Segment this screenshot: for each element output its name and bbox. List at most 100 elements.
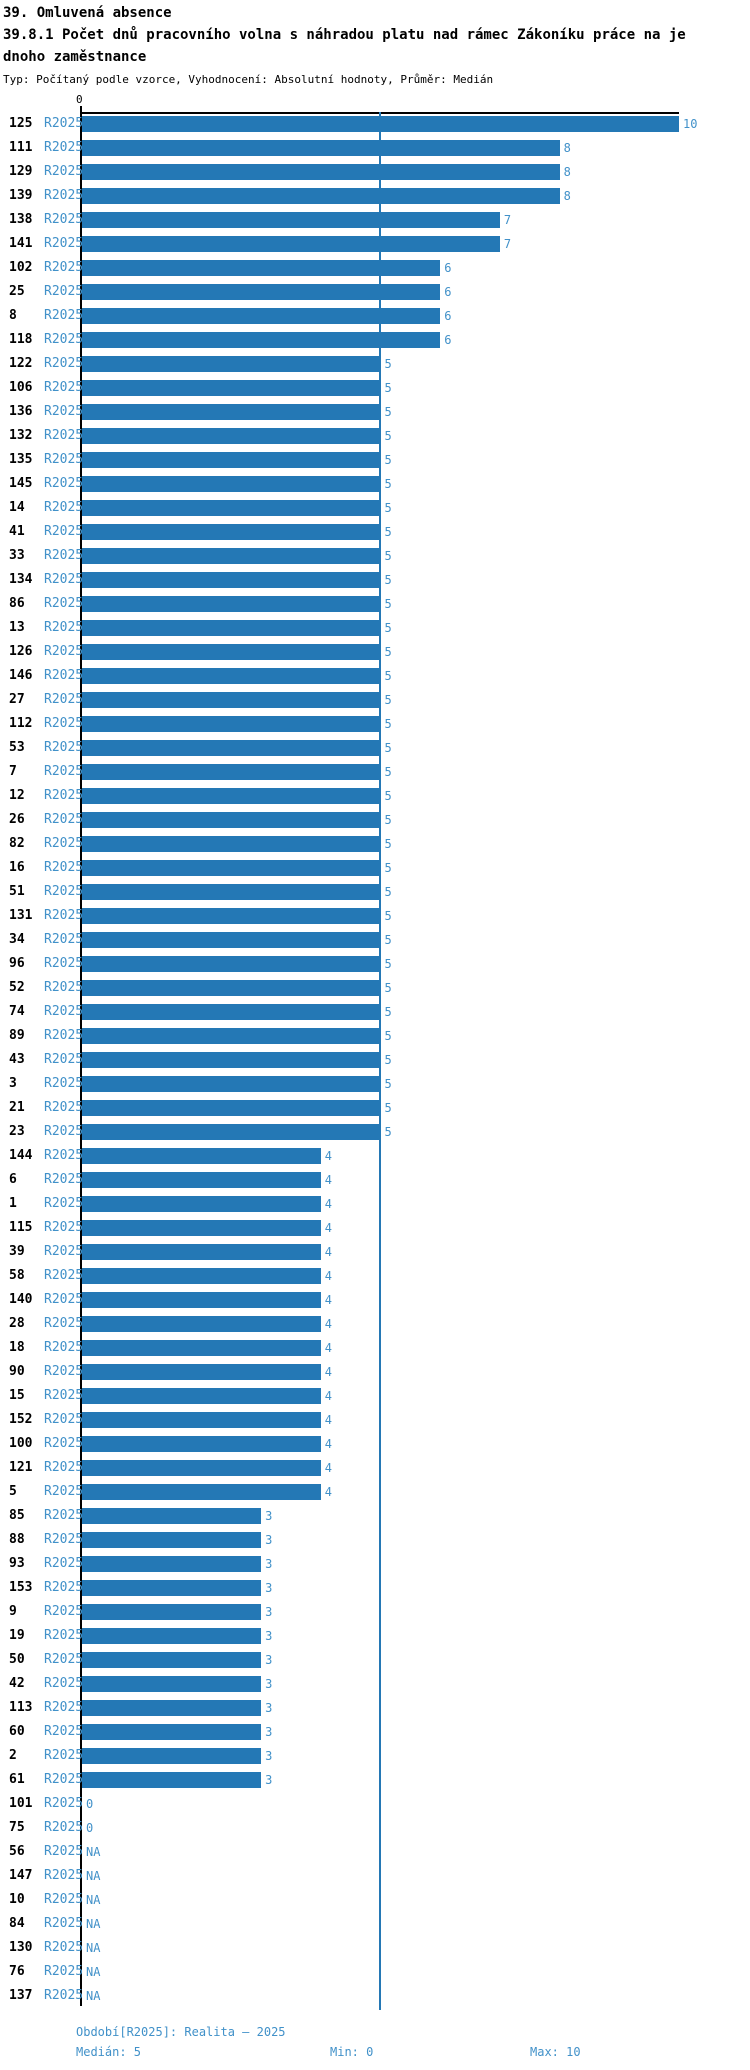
bar-value-label: 8 bbox=[563, 165, 571, 179]
bar bbox=[82, 1748, 261, 1764]
chart-subtitle-line-1: 39.8.1 Počet dnů pracovního volna s náhr… bbox=[3, 27, 686, 43]
row-series-label: R2025 bbox=[44, 548, 84, 563]
row-series-label: R2025 bbox=[44, 1604, 84, 1619]
row-id-label: 7 bbox=[9, 764, 17, 779]
bar bbox=[82, 1460, 321, 1476]
row-id-label: 141 bbox=[9, 236, 33, 251]
bar-value-label: 4 bbox=[324, 1317, 333, 1331]
row-id-label: 13 bbox=[9, 620, 25, 635]
row-id-label: 102 bbox=[9, 260, 33, 275]
chart-row: 122 R2025 5 bbox=[0, 356, 750, 372]
x-axis-zero-tick bbox=[80, 106, 82, 113]
row-series-label: R2025 bbox=[44, 1700, 84, 1715]
bar-value-label: 5 bbox=[384, 837, 392, 851]
row-id-label: 12 bbox=[9, 788, 25, 803]
bar-value-label: 4 bbox=[324, 1221, 333, 1235]
bar-value-label: 3 bbox=[265, 1701, 273, 1715]
row-series-label: R2025 bbox=[44, 260, 84, 275]
row-id-label: 125 bbox=[9, 116, 33, 131]
bar bbox=[82, 668, 381, 684]
row-series-label: R2025 bbox=[44, 1340, 84, 1355]
bar bbox=[82, 1220, 321, 1236]
chart-row: 137 R2025 NA bbox=[0, 1988, 750, 2004]
row-series-label: R2025 bbox=[44, 1556, 84, 1571]
row-series-label: R2025 bbox=[44, 404, 84, 419]
chart-row: 118 R2025 6 bbox=[0, 332, 750, 348]
chart-row: 5 R2025 4 bbox=[0, 1484, 750, 1500]
row-id-label: 26 bbox=[9, 812, 25, 827]
bar bbox=[82, 524, 381, 540]
bar-value-label: NA bbox=[86, 1893, 101, 1907]
chart-row: 28 R2025 4 bbox=[0, 1316, 750, 1332]
chart-row: 153 R2025 3 bbox=[0, 1580, 750, 1596]
row-series-label: R2025 bbox=[44, 1196, 84, 1211]
row-id-label: 82 bbox=[9, 836, 25, 851]
row-series-label: R2025 bbox=[44, 1268, 84, 1283]
bar bbox=[82, 1004, 381, 1020]
row-series-label: R2025 bbox=[44, 524, 84, 539]
bar-value-label: 0 bbox=[86, 1797, 94, 1811]
bar bbox=[82, 188, 560, 204]
bar-value-label: 5 bbox=[384, 1005, 392, 1019]
bar bbox=[82, 716, 381, 732]
bar-value-label: 5 bbox=[384, 981, 392, 995]
footer-period-label: Období[R2025]: Realita – 2025 bbox=[76, 2025, 286, 2039]
bar bbox=[82, 548, 381, 564]
chart-row: 76 R2025 NA bbox=[0, 1964, 750, 1980]
bar bbox=[82, 620, 381, 636]
bar bbox=[82, 1676, 261, 1692]
bar-value-label: 5 bbox=[384, 669, 392, 683]
chart-row: 23 R2025 5 bbox=[0, 1124, 750, 1140]
row-series-label: R2025 bbox=[44, 1988, 84, 2003]
bar bbox=[82, 644, 381, 660]
bar-value-label: 3 bbox=[265, 1773, 273, 1787]
bar bbox=[82, 1148, 321, 1164]
bar bbox=[82, 140, 560, 156]
bar bbox=[82, 1652, 261, 1668]
row-id-label: 85 bbox=[9, 1508, 25, 1523]
row-series-label: R2025 bbox=[44, 1076, 84, 1091]
row-series-label: R2025 bbox=[44, 1772, 84, 1787]
bar-value-label: 7 bbox=[503, 213, 512, 227]
bar bbox=[82, 1292, 321, 1308]
bar bbox=[82, 764, 381, 780]
chart-row: 100 R2025 4 bbox=[0, 1436, 750, 1452]
bar bbox=[82, 1244, 321, 1260]
row-series-label: R2025 bbox=[44, 884, 84, 899]
bar-value-label: 6 bbox=[444, 261, 452, 275]
row-id-label: 28 bbox=[9, 1316, 25, 1331]
row-id-label: 34 bbox=[9, 932, 25, 947]
row-id-label: 53 bbox=[9, 740, 25, 755]
row-series-label: R2025 bbox=[44, 1796, 84, 1811]
bar-value-label: 6 bbox=[444, 333, 452, 347]
bar bbox=[82, 1700, 261, 1716]
chart-row: 102 R2025 6 bbox=[0, 260, 750, 276]
bar-value-label: 5 bbox=[384, 525, 392, 539]
row-id-label: 146 bbox=[9, 668, 33, 683]
chart-row: 96 R2025 5 bbox=[0, 956, 750, 972]
chart-row: 88 R2025 3 bbox=[0, 1532, 750, 1548]
row-series-label: R2025 bbox=[44, 1052, 84, 1067]
bar-value-label: 5 bbox=[384, 717, 392, 731]
row-series-label: R2025 bbox=[44, 140, 84, 155]
row-id-label: 19 bbox=[9, 1628, 25, 1643]
chart-row: 111 R2025 8 bbox=[0, 140, 750, 156]
chart-row: 58 R2025 4 bbox=[0, 1268, 750, 1284]
chart-row: 39 R2025 4 bbox=[0, 1244, 750, 1260]
bar bbox=[82, 1604, 261, 1620]
bar-value-label: 3 bbox=[265, 1581, 273, 1595]
bar bbox=[82, 1364, 321, 1380]
chart-row: 86 R2025 5 bbox=[0, 596, 750, 612]
chart-row: 56 R2025 NA bbox=[0, 1844, 750, 1860]
chart-row: 135 R2025 5 bbox=[0, 452, 750, 468]
bar-value-label: 6 bbox=[444, 309, 452, 323]
bar-value-label: 4 bbox=[324, 1461, 333, 1475]
bar bbox=[82, 812, 381, 828]
chart-row: 13 R2025 5 bbox=[0, 620, 750, 636]
row-series-label: R2025 bbox=[44, 452, 84, 467]
bar bbox=[82, 860, 381, 876]
bar-value-label: 5 bbox=[384, 573, 392, 587]
bar-value-label: NA bbox=[86, 1845, 101, 1859]
bar bbox=[82, 1556, 261, 1572]
